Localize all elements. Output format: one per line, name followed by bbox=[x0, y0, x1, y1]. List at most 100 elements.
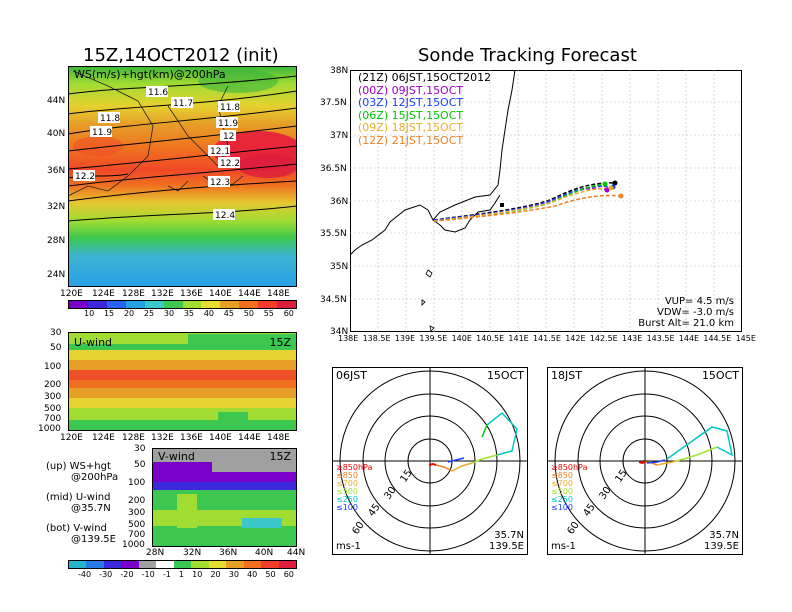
vdw-label: VDW= -3.0 m/s bbox=[657, 307, 734, 318]
ws-colorbar-label: 55 bbox=[263, 309, 274, 318]
u-lon-tick: 128E bbox=[122, 433, 145, 443]
u-lon-tick: 136E bbox=[180, 433, 203, 443]
hodograph-2-lon: 139.5E bbox=[704, 541, 739, 552]
hodograph-2: 15 30 45 60 18JST 15OCT ≥850hPa ≤850 ≤70… bbox=[547, 367, 743, 555]
track-lat-tick: 37N bbox=[330, 131, 349, 141]
contour-label: 12.2 bbox=[75, 172, 95, 182]
track-map: (21Z) 06JST,15OCT2012 (00Z) 09JST,15OCT … bbox=[349, 69, 742, 332]
u-p-tick: 1000 bbox=[38, 424, 61, 434]
wind-colorbar bbox=[68, 560, 297, 569]
hodograph-1: 15 30 45 60 06JST 15OCT ≥850hPa ≤850 ≤70… bbox=[332, 367, 528, 555]
track-lat-tick: 38N bbox=[330, 66, 349, 76]
track-legend-item: (21Z) 06JST,15OCT2012 bbox=[358, 71, 492, 84]
track-lon-tick: 142E bbox=[565, 334, 586, 343]
ws-colorbar-label: 35 bbox=[183, 309, 195, 318]
level-label: ≤100 bbox=[551, 503, 573, 512]
track-lat-tick: 36.5N bbox=[320, 164, 347, 174]
ws-colorbar-label: 45 bbox=[223, 309, 234, 318]
v-wind-svg bbox=[152, 448, 297, 547]
track-lon-tick: 139E bbox=[394, 334, 416, 343]
ws-colorbar-label: 20 bbox=[123, 309, 135, 318]
level-label: ≥850hPa bbox=[336, 463, 373, 472]
ws-colorbar-label: 25 bbox=[143, 309, 155, 318]
hodograph-2-levels: ≥850hPa ≤850 ≤700 ≤500 ≤250 ≤100 bbox=[551, 464, 587, 512]
ws-colorbar-label: 60 bbox=[283, 309, 294, 318]
ws-map-svg: 11.6 11.7 11.8 11.8 11.9 11.9 12 12.1 12… bbox=[67, 66, 303, 287]
track-legend-item: (00Z) 09JST,15OCT bbox=[358, 83, 464, 97]
track-lat-tick: 35N bbox=[330, 262, 349, 272]
hodograph-2-lat: 35.7N bbox=[709, 530, 739, 541]
contour-label: 12.3 bbox=[210, 178, 230, 188]
wind-colorbar-label: 30 bbox=[228, 570, 239, 579]
v-p-tick: 1000 bbox=[122, 540, 145, 550]
hodograph-2-date: 15OCT bbox=[701, 369, 739, 382]
legend-up: (up) WS+hgt @200hPa bbox=[46, 461, 119, 483]
contour-label: 12.2 bbox=[220, 159, 240, 169]
ws-colorbar bbox=[68, 300, 297, 309]
track-lon-tick: 144.5E bbox=[703, 334, 732, 343]
u-p-tick: 50 bbox=[50, 343, 62, 353]
ws-lat-tick: 36N bbox=[47, 166, 66, 176]
track-legend: (21Z) 06JST,15OCT2012 (00Z) 09JST,15OCT … bbox=[358, 71, 492, 147]
u-p-tick: 500 bbox=[44, 404, 62, 414]
u-p-tick: 300 bbox=[44, 392, 62, 402]
ws-lat-tick: 28N bbox=[47, 236, 66, 246]
hodograph-1-date: 15OCT bbox=[486, 369, 524, 382]
contour-label: 11.8 bbox=[220, 103, 240, 113]
v-lat-tick: 32N bbox=[183, 548, 202, 558]
ws-lat-tick: 40N bbox=[47, 129, 66, 139]
wind-colorbar-label: -1 bbox=[162, 570, 171, 579]
track-lon-tick: 139.5E bbox=[419, 334, 448, 343]
track-legend-item: (06Z) 15JST,15OCT bbox=[358, 108, 464, 122]
wind-colorbar-label: 20 bbox=[210, 570, 221, 579]
v-wind-label: V-wind bbox=[158, 450, 195, 463]
hodograph-2-svg: 15 30 45 60 bbox=[547, 367, 743, 555]
ws-lon-tick: 132E bbox=[151, 289, 174, 299]
ws-lat-tick: 32N bbox=[47, 202, 66, 212]
u-lon-tick: 124E bbox=[92, 433, 115, 443]
ws-colorbar-labels: 10 15 20 25 30 35 40 45 50 55 60 bbox=[84, 309, 294, 318]
wind-colorbar-label: 50 bbox=[265, 570, 276, 579]
u-p-tick: 100 bbox=[44, 362, 62, 372]
ws-lat-tick: 24N bbox=[47, 270, 66, 280]
hodograph-1-svg: 15 30 45 60 bbox=[332, 367, 528, 555]
contour-label: 11.8 bbox=[100, 114, 120, 124]
v-lat-tick: 44N bbox=[287, 548, 306, 558]
level-label: ≤700 bbox=[336, 479, 358, 488]
v-p-tick: 100 bbox=[128, 478, 146, 488]
u-p-tick: 700 bbox=[44, 414, 62, 424]
level-label: ≤500 bbox=[336, 487, 358, 496]
contour-label: 12.4 bbox=[215, 211, 235, 221]
ws-lon-tick: 148E bbox=[267, 289, 290, 299]
hodograph-2-units: ms-1 bbox=[551, 541, 576, 552]
track-lat-tick: 34N bbox=[330, 327, 349, 337]
wind-colorbar-label: 40 bbox=[247, 570, 258, 579]
contour-label: 11.9 bbox=[218, 119, 238, 129]
left-title: 15Z,14OCT2012 (init) bbox=[83, 45, 279, 66]
track-lon-tick: 144E bbox=[678, 334, 700, 343]
level-label: ≥850hPa bbox=[551, 463, 588, 472]
wind-colorbar-label: 1 bbox=[178, 570, 185, 579]
contour-label: 11.7 bbox=[173, 99, 193, 109]
track-map-svg bbox=[349, 69, 742, 332]
contour-label: 12.1 bbox=[210, 147, 230, 157]
ws-lon-tick: 140E bbox=[209, 289, 232, 299]
level-label: ≤850 bbox=[551, 471, 573, 480]
wind-colorbar-label: 60 bbox=[283, 570, 294, 579]
v-p-tick: 700 bbox=[128, 530, 146, 540]
u-lon-tick: 140E bbox=[209, 433, 232, 443]
v-p-tick: 30 bbox=[134, 444, 146, 454]
hodograph-1-lat: 35.7N bbox=[494, 530, 524, 541]
ws-colorbar-label: 30 bbox=[163, 309, 175, 318]
track-legend-item: (03Z) 12JST,15OCT bbox=[358, 96, 464, 109]
track-lon-tick: 138E bbox=[338, 334, 359, 343]
level-label: ≤500 bbox=[551, 487, 573, 496]
legend-mid: (mid) U-wind @35.7N bbox=[46, 492, 111, 514]
contour-label: 11.9 bbox=[92, 128, 112, 138]
ws-colorbar-label: 15 bbox=[103, 309, 115, 318]
track-lon-tick: 143E bbox=[621, 334, 643, 343]
ws-colorbar-label: 10 bbox=[84, 309, 95, 318]
u-wind-panel: U-wind 15Z bbox=[68, 332, 297, 431]
contour-label: 12 bbox=[223, 132, 234, 142]
u-p-tick: 30 bbox=[50, 328, 62, 338]
